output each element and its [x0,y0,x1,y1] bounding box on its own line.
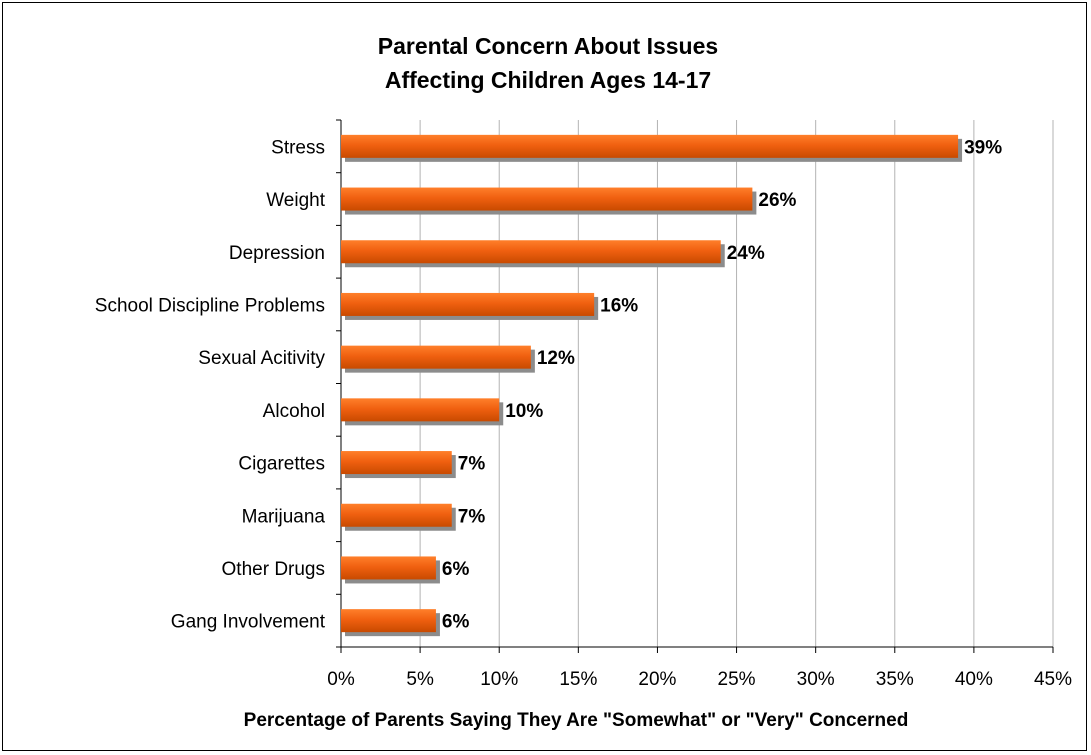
bar-chart: Parental Concern About Issues Affecting … [95,33,1072,731]
data-label-3: 16% [600,295,638,316]
bar-9 [341,609,436,633]
chart-title-line-2: Affecting Children Ages 14-17 [385,67,711,93]
data-label-5: 10% [505,401,543,422]
x-tick-label-5: 5% [406,669,434,690]
data-label-2: 24% [727,243,765,264]
category-label-0: Stress [271,137,325,158]
bar-2 [341,240,721,264]
category-label-8: Other Drugs [222,559,325,580]
x-tick-label-35: 35% [876,669,914,690]
x-tick-label-0: 0% [327,669,355,690]
x-tick-label-40: 40% [955,669,993,690]
labels: 0% 5% 10% 15% 20% 25% 30% 35% 40% 45% Stress 39% Wei… [95,137,1072,690]
data-label-0: 39% [964,137,1002,158]
bar-1 [341,187,753,211]
x-tick-label-15: 15% [559,669,597,690]
chart-title-line-1: Parental Concern About Issues [378,33,718,59]
bar-4 [341,345,531,369]
category-label-2: Depression [229,243,325,264]
x-tick-label-20: 20% [638,669,676,690]
data-label-7: 7% [458,506,486,527]
category-label-6: Cigarettes [238,454,325,475]
data-label-8: 6% [442,559,470,580]
data-label-4: 12% [537,348,575,369]
bar-3 [341,292,595,316]
bars [341,134,963,637]
x-axis-title: Percentage of Parents Saying They Are "S… [244,710,909,731]
x-tick-label-25: 25% [718,669,756,690]
bar-7 [341,503,452,527]
category-label-1: Weight [266,190,326,211]
data-label-9: 6% [442,612,470,633]
data-label-1: 26% [758,190,796,211]
category-label-3: School Discipline Problems [95,295,325,316]
category-label-7: Marijuana [242,506,326,527]
bar-8 [341,556,436,580]
bar-0 [341,134,959,158]
bar-5 [341,398,500,422]
bar-6 [341,451,452,475]
data-label-6: 7% [458,454,486,475]
x-tick-label-45: 45% [1034,669,1072,690]
category-label-5: Alcohol [263,401,325,422]
x-tick-label-30: 30% [797,669,835,690]
x-tick-label-10: 10% [480,669,518,690]
category-label-4: Sexual Acitivity [198,348,325,369]
category-label-9: Gang Involvement [171,612,326,633]
